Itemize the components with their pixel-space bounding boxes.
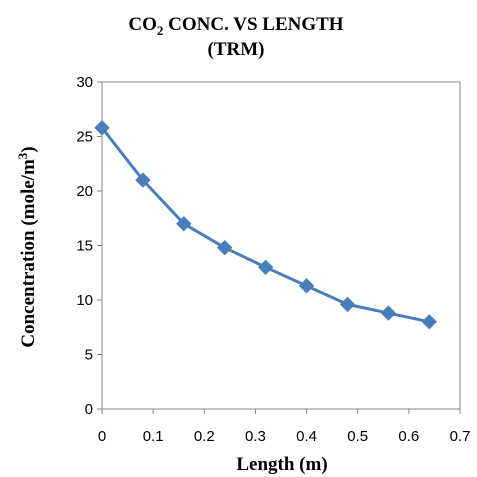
series-layer (94, 120, 438, 330)
y-tick-label: 25 (76, 129, 93, 146)
chart-title-subscript: 2 (157, 23, 164, 38)
x-axis-title: Length (m) (236, 454, 327, 475)
y-tick-label: 15 (76, 238, 93, 255)
chart-title-suffix: CONC. VS LENGTH (163, 14, 343, 35)
data-point-marker (298, 278, 315, 294)
y-tick-label: 20 (76, 183, 93, 200)
data-point-marker (380, 305, 397, 321)
y-tick-label: 10 (76, 292, 93, 309)
x-tick-label: 0.6 (398, 428, 419, 445)
y-tick-label: 5 (85, 347, 93, 364)
x-tick-label: 0.2 (194, 428, 215, 445)
y-axis-title: Concentration (mole/m3) (15, 146, 39, 347)
data-point-marker (421, 314, 438, 330)
y-axis-title-close: ) (18, 146, 39, 152)
x-axis-ticks: 0 0.1 0.2 0.3 0.4 0.5 0.6 0.7 (98, 409, 471, 445)
chart-title-prefix: CO (128, 14, 157, 35)
y-axis-ticks: 0 5 10 15 20 25 30 (76, 74, 102, 418)
data-point-marker (94, 120, 110, 136)
y-axis-title-superscript: 3 (15, 152, 30, 159)
chart-title-line-2: (TRM) (208, 39, 265, 60)
y-tick-label: 0 (85, 401, 93, 418)
x-tick-label: 0.5 (347, 428, 368, 445)
x-tick-label: 0.4 (296, 428, 317, 445)
data-point-marker (257, 259, 274, 276)
data-point-marker (176, 215, 192, 232)
y-axis-title-main: Concentration (mole/m (18, 159, 39, 348)
chart-title-line-1: CO2 CONC. VS LENGTH (128, 14, 343, 38)
x-tick-label: 0.3 (245, 428, 266, 445)
y-tick-label: 30 (76, 74, 93, 91)
data-point-marker (217, 239, 233, 256)
plot-area-frame (101, 81, 461, 410)
x-tick-label: 0.1 (143, 428, 164, 445)
x-tick-label: 0 (98, 428, 106, 445)
x-tick-label: 0.7 (450, 428, 471, 445)
data-point-marker (135, 172, 151, 188)
data-point-marker (339, 296, 356, 313)
series-line (100, 126, 430, 324)
